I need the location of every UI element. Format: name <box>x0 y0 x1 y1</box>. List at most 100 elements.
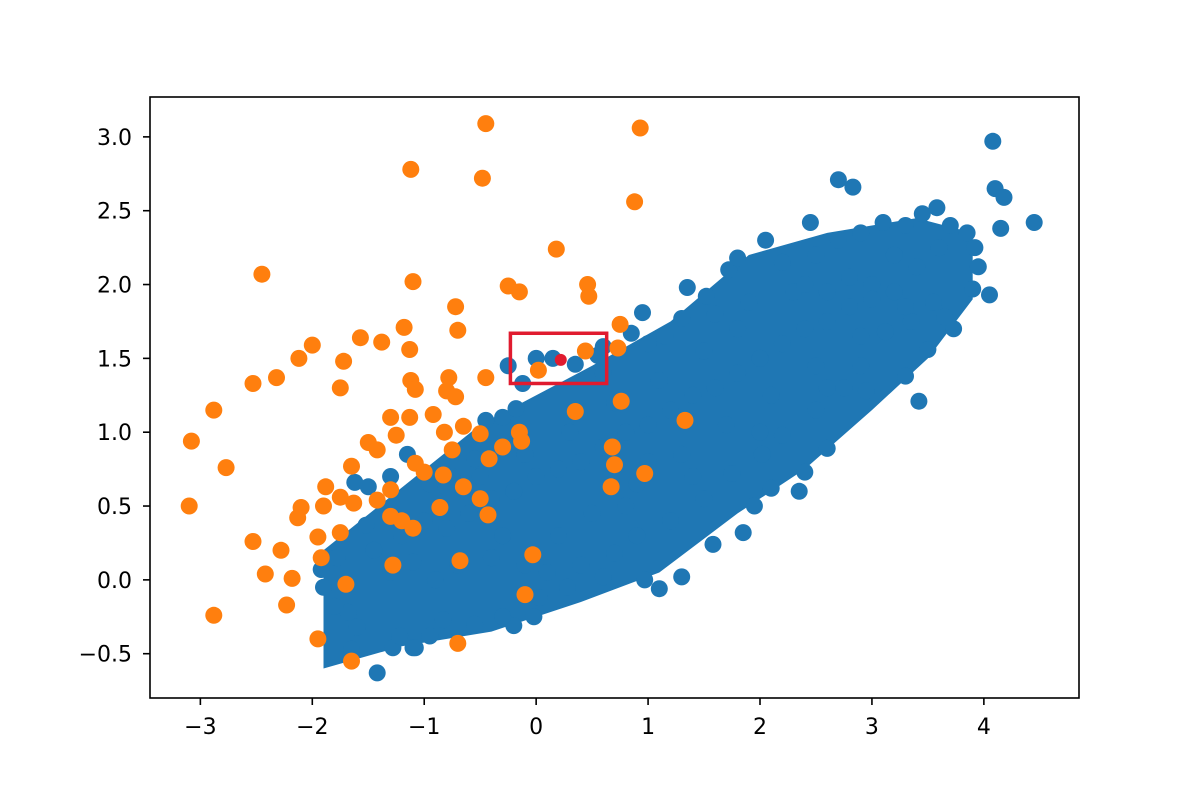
series-2-point <box>611 315 629 333</box>
series-2-point <box>606 456 623 474</box>
series-1-point <box>852 357 870 375</box>
series-1-point <box>507 400 525 418</box>
series-2-point <box>384 556 402 574</box>
series-1-point <box>928 199 946 217</box>
series-1-point <box>835 379 853 397</box>
series-1-point <box>550 460 567 478</box>
series-1-point <box>818 283 836 301</box>
series-1-point <box>550 527 567 545</box>
series-2-point <box>268 369 285 387</box>
series-2-point <box>529 361 547 379</box>
series-1-point <box>981 286 998 304</box>
highlight-box <box>508 331 609 386</box>
series-2-point <box>406 380 424 398</box>
series-2-point <box>440 369 458 387</box>
series-1-point <box>365 541 383 559</box>
x-tick-label: −2 <box>296 715 328 740</box>
series-2-point <box>182 432 200 450</box>
series-2-point <box>547 240 565 258</box>
series-1-point <box>382 468 400 485</box>
series-1-point <box>897 217 914 234</box>
series-1-point <box>729 364 747 382</box>
series-1-point <box>897 298 914 316</box>
series-1-point <box>885 246 903 264</box>
series-2-point <box>309 528 327 546</box>
series-2-point <box>404 519 422 537</box>
series-1-point <box>992 219 1010 237</box>
series-1-point <box>391 627 409 645</box>
series-1-point <box>673 568 691 586</box>
series-2-point <box>431 499 449 516</box>
series-2-point <box>449 321 467 339</box>
y-tick-label: 1.5 <box>97 347 132 372</box>
series-2-point <box>180 497 198 515</box>
series-1-point <box>636 571 654 589</box>
series-2-point <box>331 524 349 542</box>
series-2-point <box>576 342 594 360</box>
series-1-point <box>695 342 713 360</box>
series-2-point <box>253 265 271 283</box>
series-1-point <box>477 411 495 429</box>
series-2-point <box>205 401 223 419</box>
series-1-point <box>406 639 424 657</box>
series-2-point <box>447 298 465 316</box>
series-1-point <box>572 453 590 471</box>
series-1-point <box>995 188 1013 206</box>
series-2-point <box>205 606 223 624</box>
series-2-point <box>351 329 369 347</box>
series-1-point <box>426 571 444 589</box>
x-tick-label: 2 <box>753 715 767 740</box>
points-group <box>180 115 1043 682</box>
series-1-point <box>673 310 691 327</box>
series-1-point <box>466 615 484 633</box>
series-2-point <box>513 432 531 450</box>
series-1-point <box>969 258 987 276</box>
series-2-point <box>626 193 644 211</box>
series-1-point <box>527 468 545 485</box>
series-1-point <box>874 214 892 231</box>
series-2-point <box>566 403 584 420</box>
series-1-point <box>561 423 579 441</box>
series-1-point <box>841 298 858 316</box>
series-1-point <box>863 290 881 308</box>
series-2-point <box>272 541 290 559</box>
series-1-point <box>662 401 679 419</box>
series-1-point <box>639 335 657 353</box>
series-2-point <box>289 509 307 527</box>
series-1-point <box>984 132 1002 150</box>
series-2-point <box>603 438 621 456</box>
series-1-point <box>964 280 982 298</box>
series-2-point <box>454 478 472 496</box>
series-2-point <box>473 169 491 187</box>
series-1-point <box>617 497 635 515</box>
series-1-point <box>662 512 679 530</box>
series-1-point <box>757 231 775 249</box>
series-1-point <box>745 497 763 515</box>
series-1-point <box>941 217 959 234</box>
series-2-point <box>315 497 332 515</box>
series-1-point <box>729 249 747 267</box>
series-1-point <box>594 338 612 356</box>
series-1-point <box>897 367 914 385</box>
series-1-point <box>807 246 825 264</box>
plot-area <box>180 115 1043 682</box>
series-2-point <box>337 575 355 593</box>
series-2-point <box>636 465 654 482</box>
series-1-point <box>656 327 674 345</box>
series-1-point <box>505 482 523 500</box>
series-1-point <box>753 445 771 463</box>
series-2-point <box>480 450 498 468</box>
series-2-point <box>435 423 453 441</box>
series-1-point <box>650 372 668 389</box>
series-1-point <box>801 214 819 231</box>
series-2-point <box>477 369 495 387</box>
plot-frame <box>149 96 1080 699</box>
series-2-point <box>382 408 400 426</box>
series-1-point <box>572 556 590 574</box>
series-2-point <box>345 494 363 512</box>
series-1-point <box>460 504 478 522</box>
series-2-point <box>516 586 534 604</box>
y-tick-label: 1.0 <box>97 421 132 446</box>
series-2-point <box>443 441 461 459</box>
